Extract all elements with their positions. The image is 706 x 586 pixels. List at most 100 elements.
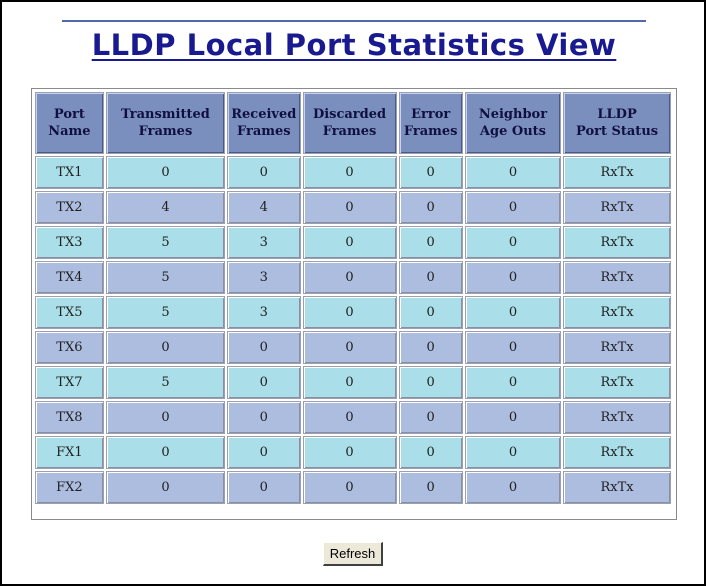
column-header: Received Frames xyxy=(227,92,301,154)
port-name-cell: FX1 xyxy=(35,436,104,469)
table-row: TX3 5 3 0 0 0 RxTx xyxy=(35,226,671,259)
table-cell: 0 xyxy=(302,156,397,189)
table-cell: 0 xyxy=(105,471,226,504)
table-cell: 0 xyxy=(464,156,562,189)
table-cell: 0 xyxy=(302,226,397,259)
table-cell: 0 xyxy=(302,331,397,364)
table-cell: 0 xyxy=(302,436,397,469)
table-cell: 0 xyxy=(227,471,301,504)
column-header-line: Frames xyxy=(236,124,291,139)
table-body: TX1 0 0 0 0 0 RxTx TX2 4 4 0 0 0 RxTx TX3 5 3 0 0 0 RxTx TX4 5… xyxy=(35,156,671,504)
column-header-line: Frames xyxy=(403,124,458,139)
table-row: TX2 4 4 0 0 0 RxTx xyxy=(35,191,671,224)
table-cell: 0 xyxy=(398,471,463,504)
port-name-cell: TX7 xyxy=(35,366,104,399)
table-cell: 0 xyxy=(105,331,226,364)
column-header-line: Name xyxy=(48,124,91,139)
table-cell: 4 xyxy=(227,191,301,224)
table-cell: 0 xyxy=(464,191,562,224)
port-name-cell: TX1 xyxy=(35,156,104,189)
table-cell: RxTx xyxy=(563,366,671,399)
table-cell: RxTx xyxy=(563,296,671,329)
table-cell: 0 xyxy=(227,366,301,399)
column-header-line: Frames xyxy=(322,124,377,139)
column-header: Port Name xyxy=(35,92,104,154)
table-cell: RxTx xyxy=(563,331,671,364)
column-header-line: LLDP xyxy=(597,107,637,122)
table-cell: 0 xyxy=(105,401,226,434)
table-cell: 0 xyxy=(302,261,397,294)
title-rule xyxy=(62,20,646,22)
table-cell: 0 xyxy=(398,401,463,434)
table-cell: 0 xyxy=(464,331,562,364)
table-cell: RxTx xyxy=(563,226,671,259)
table-cell: 0 xyxy=(398,226,463,259)
table-cell: 0 xyxy=(398,331,463,364)
table-row: TX8 0 0 0 0 0 RxTx xyxy=(35,401,671,434)
table-cell: 5 xyxy=(105,296,226,329)
table-cell: 0 xyxy=(302,471,397,504)
table-cell: 0 xyxy=(464,366,562,399)
title-container: LLDP Local Port Statistics View xyxy=(62,20,646,70)
table-cell: 0 xyxy=(105,436,226,469)
table-cell: 0 xyxy=(398,436,463,469)
table-cell: 0 xyxy=(105,156,226,189)
table-row: TX6 0 0 0 0 0 RxTx xyxy=(35,331,671,364)
table-row: FX2 0 0 0 0 0 RxTx xyxy=(35,471,671,504)
table-cell: 0 xyxy=(398,366,463,399)
column-header-line: Received xyxy=(231,107,297,122)
table-cell: RxTx xyxy=(563,471,671,504)
port-name-cell: TX5 xyxy=(35,296,104,329)
stats-table-container: Port Name Transmitted Frames Received Frames D… xyxy=(31,88,677,520)
table-row: TX5 5 3 0 0 0 RxTx xyxy=(35,296,671,329)
table-cell: 0 xyxy=(302,366,397,399)
column-header-line: Transmitted xyxy=(121,107,210,122)
button-bar: Refresh xyxy=(2,542,704,566)
column-header-line: Neighbor xyxy=(478,107,548,122)
table-row: FX1 0 0 0 0 0 RxTx xyxy=(35,436,671,469)
table-cell: 0 xyxy=(464,261,562,294)
table-row: TX7 5 0 0 0 0 RxTx xyxy=(35,366,671,399)
table-cell: 0 xyxy=(464,436,562,469)
table-cell: 3 xyxy=(227,296,301,329)
table-cell: 0 xyxy=(302,401,397,434)
table-cell: 0 xyxy=(398,296,463,329)
table-cell: 0 xyxy=(302,191,397,224)
column-header: Discarded Frames xyxy=(302,92,397,154)
stats-table: Port Name Transmitted Frames Received Frames D… xyxy=(33,90,673,506)
page-title: LLDP Local Port Statistics View xyxy=(91,28,617,62)
port-name-cell: TX6 xyxy=(35,331,104,364)
table-cell: 0 xyxy=(227,156,301,189)
port-name-cell: TX8 xyxy=(35,401,104,434)
table-header-row: Port Name Transmitted Frames Received Frames D… xyxy=(35,92,671,154)
column-header-line: Frames xyxy=(138,124,193,139)
table-cell: 5 xyxy=(105,226,226,259)
table-cell: 5 xyxy=(105,261,226,294)
column-header-line: Age Outs xyxy=(479,124,546,139)
table-cell: RxTx xyxy=(563,401,671,434)
column-header-line: Port Status xyxy=(576,124,659,139)
table-cell: 0 xyxy=(398,261,463,294)
table-cell: 0 xyxy=(227,331,301,364)
port-name-cell: TX2 xyxy=(35,191,104,224)
table-cell: 3 xyxy=(227,261,301,294)
table-cell: 0 xyxy=(464,226,562,259)
table-cell: 4 xyxy=(105,191,226,224)
column-header: Transmitted Frames xyxy=(105,92,226,154)
column-header-line: Port xyxy=(53,107,85,122)
table-cell: RxTx xyxy=(563,261,671,294)
column-header-line: Discarded xyxy=(312,107,387,122)
port-name-cell: TX3 xyxy=(35,226,104,259)
table-cell: 0 xyxy=(227,401,301,434)
column-header-line: Error xyxy=(411,107,451,122)
table-cell: RxTx xyxy=(563,191,671,224)
table-cell: RxTx xyxy=(563,436,671,469)
table-cell: 0 xyxy=(464,471,562,504)
table-cell: 0 xyxy=(227,436,301,469)
table-cell: 0 xyxy=(398,191,463,224)
column-header: Error Frames xyxy=(398,92,463,154)
refresh-button[interactable]: Refresh xyxy=(322,542,384,566)
table-cell: RxTx xyxy=(563,156,671,189)
column-header: LLDP Port Status xyxy=(563,92,671,154)
